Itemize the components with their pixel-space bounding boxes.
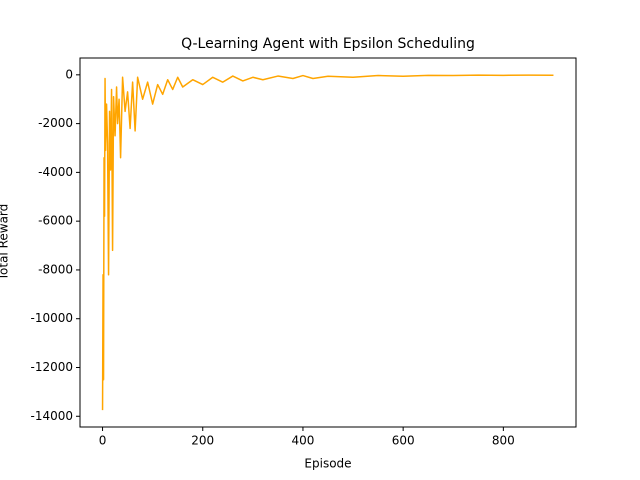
y-tick-label: 0 <box>65 67 73 81</box>
x-tick-label: 800 <box>492 434 515 448</box>
y-tick-label: -4000 <box>38 165 73 179</box>
data-line <box>101 74 554 411</box>
x-tick-label: 0 <box>99 434 107 448</box>
x-tick-label: 400 <box>291 434 314 448</box>
y-tick-label: -14000 <box>30 409 73 423</box>
y-axis-label: Total Reward <box>0 204 11 282</box>
plot-frame <box>79 57 577 428</box>
y-tick-label: -12000 <box>30 360 73 374</box>
x-tick-label: 200 <box>191 434 214 448</box>
chart-title: Q-Learning Agent with Epsilon Scheduling <box>181 36 475 52</box>
y-tick-label: -2000 <box>38 116 73 130</box>
y-tick-label: -8000 <box>38 262 73 276</box>
y-tick-label: -6000 <box>38 214 73 228</box>
y-tick-label: -10000 <box>30 311 73 325</box>
x-tick-label: 600 <box>392 434 415 448</box>
x-axis-label: Episode <box>304 457 351 471</box>
